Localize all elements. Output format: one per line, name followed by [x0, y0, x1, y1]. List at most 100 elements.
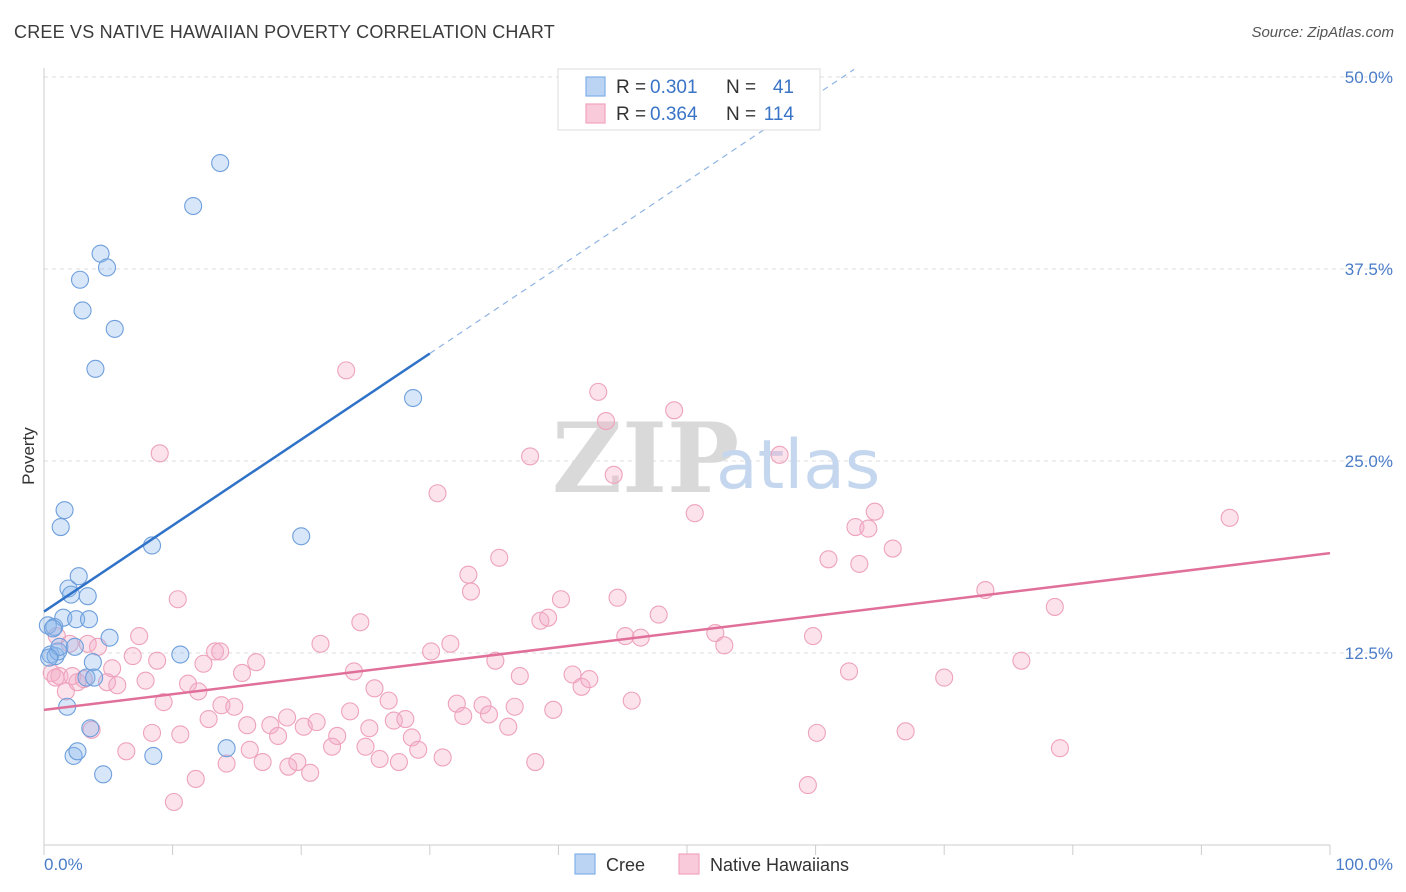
hawaiian-point-62 [409, 740, 428, 759]
hawaiian-point-116 [1220, 508, 1239, 527]
hawaiian-point-81 [539, 608, 558, 627]
cree-point-14 [67, 610, 86, 629]
hawaiian-point-19 [150, 444, 169, 463]
hawaiian-point-79 [526, 753, 545, 772]
x-tick-min: 0.0% [44, 855, 83, 874]
hawaiian-point-21 [164, 792, 183, 812]
cree-point-19 [77, 668, 96, 687]
legend-r-value-hawaiian: 0.364 [650, 104, 698, 125]
legend-swatch-cree [585, 76, 606, 97]
cree-point-24 [85, 668, 104, 687]
watermark: ZIP atlas [552, 402, 880, 515]
cree-point-38 [404, 388, 423, 408]
bottom-legend-label-hawaiian: Native Hawaiians [710, 855, 849, 875]
cree-point-40 [43, 619, 63, 638]
cree-point-29 [100, 628, 119, 647]
hawaiian-point-83 [551, 590, 571, 609]
hawaiian-point-65 [433, 748, 452, 767]
legend-r-value-cree: 0.301 [650, 77, 698, 98]
hawaiian-point-46 [311, 634, 330, 653]
hawaiian-point-117 [46, 668, 65, 687]
hawaiian-point-34 [238, 716, 257, 735]
cree-point-34 [184, 196, 203, 216]
hawaiian-point-84 [563, 665, 582, 684]
cree-point-22 [81, 719, 100, 738]
hawaiian-point-98 [715, 636, 734, 655]
legend-r-label-cree: R = [616, 77, 646, 98]
hawaiian-point-115 [1050, 739, 1069, 758]
source-label: Source: ZipAtlas.com [1251, 24, 1394, 41]
hawaiian-point-48 [328, 726, 347, 745]
cree-point-28 [97, 258, 117, 277]
bottom-legend-swatch-hawaiian [678, 853, 700, 875]
legend-box: R = 0.301 N = 41 R = 0.364 N = 114 [557, 68, 821, 131]
hawaiian-point-92 [622, 691, 641, 710]
hawaiian-point-40 [278, 708, 297, 727]
grid-lines [44, 76, 1393, 654]
cree-point-20 [78, 587, 97, 606]
watermark-zip: ZIP [552, 402, 739, 515]
hawaiian-point-69 [459, 565, 478, 584]
hawaiian-points [42, 361, 1239, 812]
hawaiian-point-70 [461, 582, 481, 601]
hawaiian-point-56 [370, 749, 389, 769]
hawaiian-point-53 [356, 737, 375, 756]
hawaiian-point-114 [1045, 597, 1064, 616]
hawaiian-point-26 [194, 654, 213, 673]
hawaiian-point-42 [288, 753, 307, 772]
hawaiian-point-32 [225, 697, 244, 716]
legend-swatch-hawaiian [585, 103, 606, 124]
hawaiian-point-60 [396, 709, 415, 729]
cree-point-37 [292, 527, 311, 546]
hawaiian-point-15 [130, 627, 149, 646]
cree-trend-extension [429, 68, 855, 354]
cree-points [38, 153, 423, 784]
hawaiian-point-101 [803, 627, 823, 646]
y-tick-label-3: 50.0% [1345, 68, 1393, 87]
cree-point-33 [171, 645, 190, 664]
hawaiian-point-36 [247, 653, 266, 672]
hawaiian-point-54 [360, 719, 379, 738]
cree-point-21 [79, 610, 99, 629]
cree-point-25 [86, 359, 105, 378]
hawaiian-point-108 [865, 502, 884, 521]
hawaiian-point-37 [253, 753, 272, 772]
hawaiian-point-96 [685, 504, 704, 523]
hawaiian-point-45 [307, 713, 326, 732]
hawaiian-point-102 [807, 723, 826, 742]
legend-r-label-hawaiian: R = [616, 104, 646, 125]
cree-point-8 [55, 501, 74, 520]
watermark-atlas: atlas [716, 426, 880, 505]
trend-lines [43, 68, 1331, 712]
bottom-legend: Cree Native Hawaiians [574, 853, 849, 875]
hawaiian-point-55 [365, 679, 384, 698]
cree-point-17 [70, 270, 90, 289]
cree-point-39 [40, 648, 59, 667]
hawaiian-point-52 [351, 613, 370, 632]
hawaiian-point-85 [572, 677, 591, 696]
hawaiian-point-47 [323, 737, 342, 756]
cree-point-13 [65, 637, 84, 656]
y-axis-label: Poverty [19, 427, 38, 485]
hawaiian-point-12 [108, 676, 127, 695]
hawaiian-point-49 [337, 361, 356, 380]
hawaiian-point-29 [211, 642, 230, 661]
hawaiian-point-25 [186, 769, 205, 789]
bottom-legend-label-cree: Cree [606, 855, 645, 875]
hawaiian-point-44 [301, 763, 320, 782]
cree-point-23 [83, 653, 102, 672]
bottom-legend-swatch-cree [574, 853, 596, 875]
hawaiian-point-82 [544, 700, 563, 719]
hawaiian-point-104 [839, 662, 859, 681]
hawaiian-point-66 [441, 634, 460, 653]
hawaiian-point-106 [850, 554, 869, 573]
hawaiian-point-75 [499, 717, 518, 736]
cree-point-16 [69, 567, 88, 586]
hawaiian-point-57 [379, 691, 398, 710]
hawaiian-point-27 [199, 709, 218, 729]
hawaiian-point-14 [123, 647, 142, 666]
hawaiian-point-33 [232, 663, 252, 683]
hawaiian-point-107 [859, 519, 878, 538]
hawaiian-point-63 [422, 642, 441, 661]
